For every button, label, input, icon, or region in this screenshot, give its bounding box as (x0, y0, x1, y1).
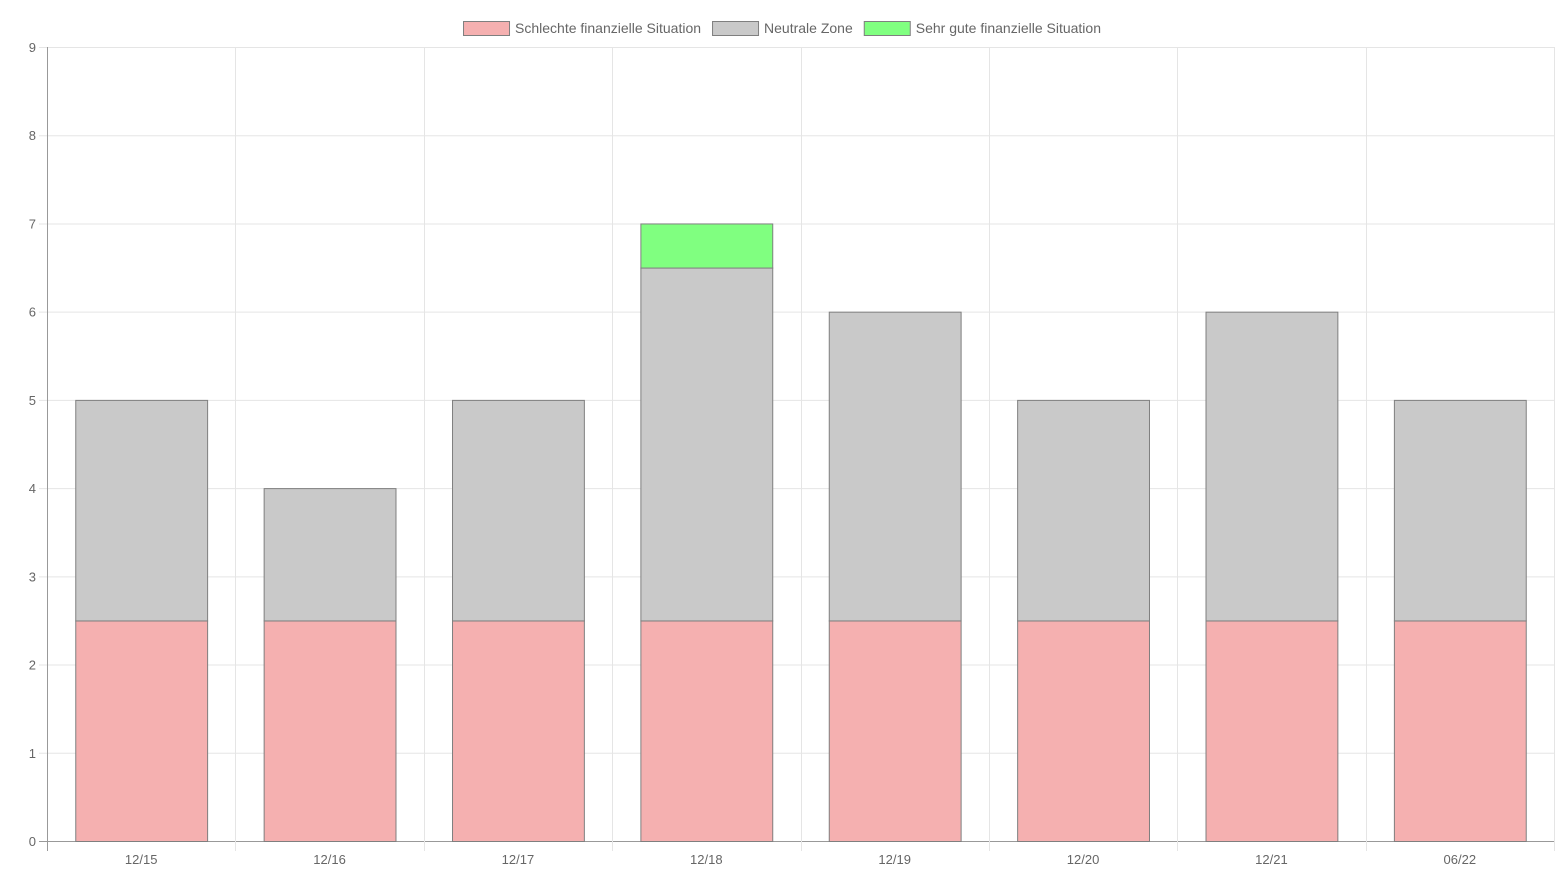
legend-label: Neutrale Zone (764, 20, 853, 36)
y-tick-label: 1 (29, 746, 36, 761)
bar-segment[interactable] (452, 620, 585, 843)
bars-layer (75, 223, 1527, 843)
y-tick-label: 6 (29, 305, 36, 320)
x-tick-label: 12/19 (878, 852, 911, 867)
bar-segment[interactable] (1017, 399, 1150, 622)
y-tick-label: 8 (29, 128, 36, 143)
x-tick-label: 12/18 (690, 852, 723, 867)
y-tick-label: 5 (29, 393, 36, 408)
legend-label: Schlechte finanzielle Situation (515, 20, 701, 36)
bar-segment[interactable] (75, 620, 209, 843)
x-tick-label: 06/22 (1444, 852, 1477, 867)
legend-label: Sehr gute finanzielle Situation (916, 20, 1101, 36)
bar-segment[interactable] (1393, 399, 1527, 622)
bar-segment[interactable] (640, 267, 774, 622)
bar-segment[interactable] (75, 399, 209, 622)
x-tick-label: 12/15 (125, 852, 158, 867)
bar-segment[interactable] (1393, 620, 1527, 843)
y-tick-label: 9 (29, 40, 36, 55)
x-tick-label: 12/20 (1067, 852, 1100, 867)
x-tick-label: 12/21 (1255, 852, 1288, 867)
bar-segment[interactable] (263, 488, 397, 622)
bar-segment[interactable] (828, 620, 962, 843)
legend[interactable]: Schlechte finanzielle Situation Neutrale … (463, 20, 1101, 36)
y-tick-label: 7 (29, 216, 36, 231)
y-tick-label: 4 (29, 481, 36, 496)
bar-segment[interactable] (1017, 620, 1150, 843)
grid-layer (39, 47, 1555, 851)
axis-layer: 0 1 2 3 4 5 6 7 8 9 12/15 12/16 12/17 12/18 12/19 12/20… (29, 40, 1476, 867)
bar-segment[interactable] (640, 223, 774, 269)
bar-segment[interactable] (263, 620, 397, 843)
bar-segment[interactable] (1205, 311, 1339, 622)
legend-swatch[interactable] (463, 21, 511, 36)
bar-segment[interactable] (452, 399, 585, 622)
x-tick-label: 12/16 (313, 852, 346, 867)
bar-segment[interactable] (640, 620, 774, 843)
y-tick-label: 3 (29, 569, 36, 584)
bar-segment[interactable] (828, 311, 962, 622)
x-tick-label: 12/17 (502, 852, 535, 867)
legend-swatch[interactable] (863, 21, 911, 36)
bar-segment[interactable] (1205, 620, 1339, 843)
y-tick-label: 2 (29, 658, 36, 673)
y-tick-label: 0 (29, 834, 36, 849)
legend-swatch[interactable] (712, 21, 760, 36)
